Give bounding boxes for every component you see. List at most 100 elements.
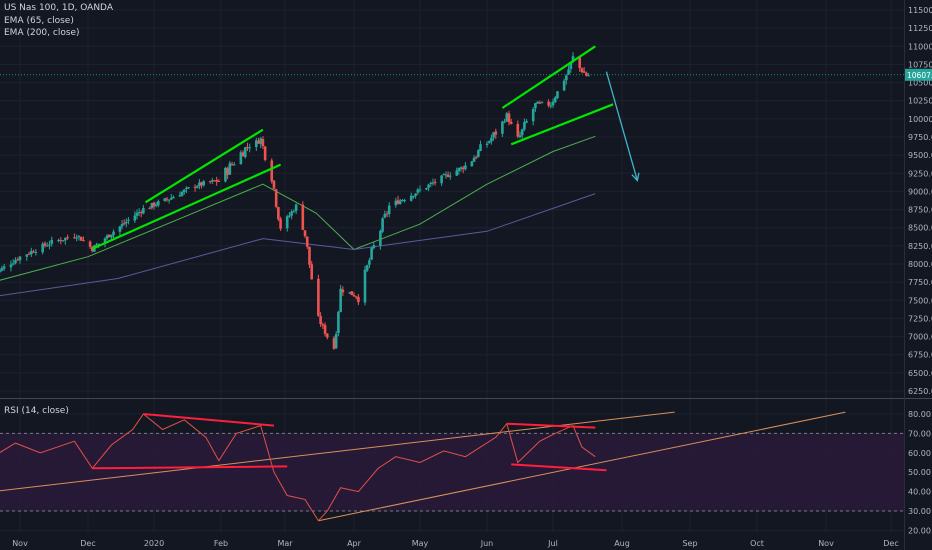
candle-body (520, 129, 524, 136)
candle (270, 158, 274, 184)
candle-body (396, 200, 400, 204)
candle (516, 120, 520, 139)
candle (396, 195, 400, 205)
candle (163, 197, 167, 202)
candle (444, 171, 448, 179)
candle (348, 292, 351, 294)
price-tick-label: 8000.0 (908, 260, 932, 269)
candle-body (587, 75, 590, 77)
candle (224, 166, 227, 183)
candle (534, 102, 537, 112)
candle-body (416, 189, 420, 193)
candle-body (425, 187, 428, 190)
candle-body (246, 146, 249, 148)
ema65-line (0, 135, 596, 281)
candle-body (270, 160, 274, 182)
candle-body (88, 241, 92, 247)
candle (412, 195, 415, 199)
candle (25, 254, 29, 261)
candle (556, 91, 559, 100)
candle-body (154, 204, 158, 206)
candle (518, 131, 522, 139)
candle (470, 160, 474, 167)
candle (433, 178, 437, 186)
candle-body (77, 236, 81, 238)
price-tick-label: 8250.0 (908, 242, 932, 251)
candle (208, 180, 212, 184)
candle-body (139, 212, 143, 214)
legend-rsi: RSI (14, close) (4, 406, 69, 416)
candle-body (224, 167, 227, 182)
candle-body (185, 187, 188, 189)
candle (403, 198, 406, 203)
candle (387, 202, 391, 218)
candle (211, 177, 214, 184)
candle-body (172, 197, 175, 199)
price-badge-value: 10607.3 (907, 71, 932, 80)
time-tick-label: Jul (547, 539, 558, 548)
candle (325, 333, 329, 340)
candle (580, 67, 584, 74)
candle-body (494, 131, 498, 135)
candle (16, 257, 20, 262)
candle-body (585, 72, 588, 76)
candle-body (334, 333, 338, 348)
candle-body (148, 207, 152, 209)
candle-body (387, 205, 391, 215)
candle (246, 142, 249, 151)
time-tick-label: Dec (80, 539, 95, 548)
candle-body (75, 237, 78, 239)
candle-body (45, 245, 49, 247)
candle-body (580, 68, 584, 72)
candle (565, 74, 568, 85)
candle-body (32, 251, 35, 253)
candle (477, 149, 480, 158)
candle (288, 212, 291, 218)
candle (77, 235, 81, 241)
candle (352, 292, 356, 297)
candle-body (279, 218, 282, 229)
time-tick-label: Aug (614, 539, 630, 548)
candle (172, 195, 175, 199)
candle (50, 236, 54, 247)
candle (0, 265, 4, 272)
candle (178, 191, 182, 197)
candle-body (261, 139, 265, 147)
candle-body (288, 215, 291, 217)
candle (185, 186, 188, 194)
price-badge (905, 68, 932, 81)
candle-body (518, 135, 522, 138)
candle-body (372, 245, 376, 249)
candle (292, 209, 296, 213)
candle (165, 196, 169, 202)
candle-body (248, 147, 251, 149)
candle (59, 237, 63, 245)
candle-body (241, 152, 245, 157)
candle-body (472, 157, 476, 162)
candle (274, 188, 278, 209)
candle-body (110, 234, 113, 238)
candle-body (285, 216, 289, 229)
candle-body (474, 157, 478, 159)
candle (461, 165, 465, 174)
candle-body (215, 180, 218, 182)
candle-body (41, 243, 44, 253)
axis-labels: 11500.0 11250.0 11000.0 10750.0 10500.0 10250… (12, 6, 932, 548)
candle-body (257, 140, 260, 144)
candle-body (534, 103, 537, 109)
candle (90, 246, 94, 253)
candle-body (501, 121, 504, 134)
candle (127, 217, 130, 225)
candle-body (292, 211, 296, 213)
candle (350, 291, 354, 296)
candle (255, 137, 258, 151)
candle (226, 166, 229, 180)
candle (228, 160, 232, 175)
candle-body (142, 207, 145, 214)
candle-body (339, 288, 342, 312)
candle-body (152, 202, 156, 207)
candle-body (571, 56, 575, 62)
candle-body (90, 247, 94, 252)
candle-body (370, 247, 373, 260)
rsi-tick-label: 70.00 (908, 429, 931, 438)
